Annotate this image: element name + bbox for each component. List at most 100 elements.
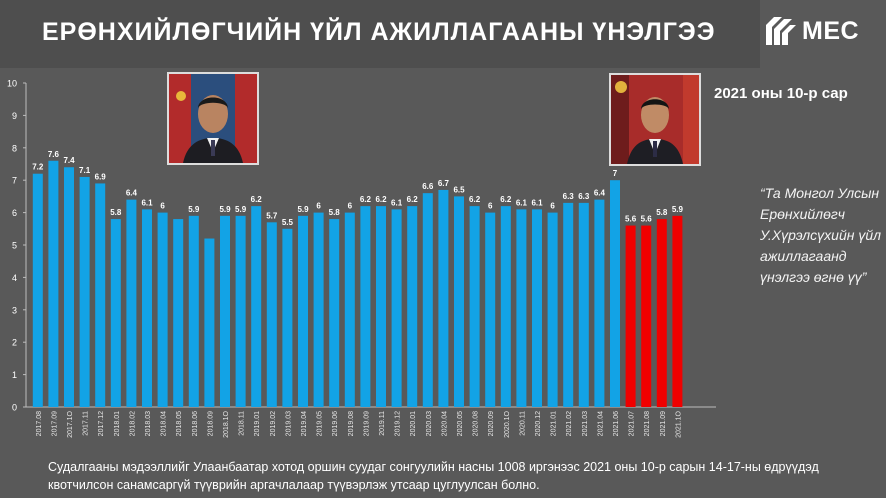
- bar-2020.01: [407, 206, 418, 407]
- x-tick-label: 2019.08: [348, 411, 355, 436]
- value-label: 5.9: [188, 205, 200, 214]
- x-tick-label: 2020.08: [473, 411, 480, 436]
- bar-2019.02: [266, 222, 277, 407]
- value-label: 6: [316, 202, 321, 211]
- chart-value-labels: 7.27.67.47.16.95.86.46.1 6 5.9 5.9 5.96.25.7…: [32, 150, 683, 227]
- value-label: 6.1: [516, 198, 528, 207]
- x-tick-label: 2018.03: [145, 411, 152, 436]
- bar-2018.02: [126, 199, 137, 407]
- value-label: 6.7: [438, 179, 450, 188]
- y-tick-label: 5: [12, 241, 17, 251]
- x-tick-label: 2021.01: [551, 411, 558, 436]
- bar-2019.05: [313, 212, 324, 407]
- bar-2020.11: [516, 209, 527, 407]
- value-label: 5.9: [672, 205, 684, 214]
- y-tick-label: 6: [12, 208, 17, 218]
- bar-2018.09: [204, 238, 215, 407]
- x-tick-label: 2021.08: [644, 411, 651, 436]
- bar-2021.06: [610, 180, 620, 407]
- president-photo-khurelsukh: [609, 73, 701, 166]
- bar-2020.03: [422, 193, 433, 407]
- x-tick-label: 2020.05: [457, 411, 464, 436]
- x-tick-label: 2021.09: [660, 411, 667, 436]
- bar-2021.10: [672, 215, 683, 407]
- x-tick-label: 2020.12: [535, 411, 542, 436]
- y-tick-label: 4: [12, 273, 17, 283]
- bar-2019.09: [360, 206, 371, 407]
- value-label: 6.9: [95, 172, 107, 181]
- x-tick-label: 2018.11: [239, 411, 246, 436]
- page-title: ЕРӨНХИЙЛӨГЧИЙН ҮЙЛ АЖИЛЛАГААНЫ ҮНЭЛГЭЭ: [42, 18, 716, 46]
- bar-2019.03: [282, 228, 293, 407]
- value-label: 7.2: [32, 163, 44, 172]
- x-tick-label: 2018.04: [161, 411, 168, 436]
- x-tick-label: 2018.06: [192, 411, 199, 436]
- title-banner: ЕРӨНХИЙЛӨГЧИЙН ҮЙЛ АЖИЛЛАГААНЫ ҮНЭЛГЭЭ: [0, 0, 760, 68]
- mec-logo-icon: [766, 17, 796, 45]
- value-label: 5.9: [235, 205, 247, 214]
- x-tick-label: 2018.01: [114, 411, 121, 436]
- x-tick-label: 2020.11: [519, 411, 526, 436]
- x-tick-label: 2019.09: [363, 411, 370, 436]
- portrait-1-image: [169, 74, 257, 163]
- x-tick-label: 2021.06: [613, 411, 620, 436]
- mec-logo: MEC: [762, 6, 882, 56]
- bar-2021.02: [563, 202, 574, 407]
- bar-2017.08: [32, 173, 43, 407]
- x-tick-label: 2021.03: [582, 411, 589, 436]
- value-label: 6.4: [594, 189, 606, 198]
- bar-2019.08: [344, 212, 355, 407]
- period-label: 2021 оны 10-р сар: [714, 85, 848, 102]
- x-tick-label: 2018.09: [207, 411, 214, 436]
- y-tick-label: 9: [12, 111, 17, 121]
- value-label: 6.1: [531, 198, 543, 207]
- x-tick-label: 2018.05: [176, 411, 183, 436]
- x-tick-label: 2020.01: [410, 411, 417, 436]
- value-label: 6: [348, 202, 353, 211]
- value-label: 5.8: [656, 208, 668, 217]
- x-tick-label: 2017.08: [36, 411, 43, 436]
- bar-2018.03: [142, 209, 152, 407]
- bar-2019.04: [298, 215, 308, 407]
- bar-2019.01: [251, 206, 262, 407]
- value-label: 7.1: [79, 166, 91, 175]
- value-label: 6.4: [126, 189, 138, 198]
- value-label: 6.2: [469, 195, 481, 204]
- bar-2021.07: [625, 225, 636, 407]
- value-label: 6.3: [578, 192, 590, 201]
- bar-2021.04: [594, 199, 605, 407]
- x-tick-label: 2021.02: [566, 411, 573, 436]
- x-tick-label: 2021.1O: [675, 410, 682, 437]
- value-label: 6: [160, 202, 165, 211]
- bar-2021.09: [656, 219, 667, 407]
- president-photo-battulga: [167, 72, 259, 165]
- logo-text: MEC: [802, 16, 860, 45]
- value-label: 6.2: [500, 195, 512, 204]
- bar-2018.06: [188, 215, 199, 407]
- x-tick-label: 2020.1O: [504, 410, 511, 437]
- bar-2020.05: [454, 196, 464, 407]
- bar-2020.08: [469, 206, 480, 407]
- value-label: 6.2: [251, 195, 263, 204]
- x-tick-label: 2019.04: [301, 411, 308, 436]
- value-label: 5.7: [266, 211, 278, 220]
- bar-2020.12: [532, 209, 542, 407]
- bar-2021.08: [641, 225, 652, 407]
- x-tick-label: 2020.09: [488, 411, 495, 436]
- value-label: 7.4: [63, 156, 75, 165]
- survey-methodology-footnote: Судалгааны мэдээллийг Улаанбаатар хотод …: [48, 460, 819, 492]
- value-label: 5.9: [219, 205, 231, 214]
- x-tick-label: 2019.02: [270, 411, 277, 436]
- value-label: 5.9: [297, 205, 309, 214]
- value-label: 6: [550, 202, 555, 211]
- bar-2017.11: [79, 176, 90, 407]
- bar-2017.10: [64, 167, 74, 407]
- x-tick-label: 2019.12: [395, 411, 402, 436]
- bar-2018.11: [235, 215, 246, 407]
- bar-2018.10: [220, 215, 230, 407]
- x-tick-label: 2018.1O: [223, 410, 230, 437]
- value-label: 5.6: [625, 215, 637, 224]
- x-tick-label: 2021.04: [597, 411, 604, 436]
- bar-2021.01: [547, 212, 558, 407]
